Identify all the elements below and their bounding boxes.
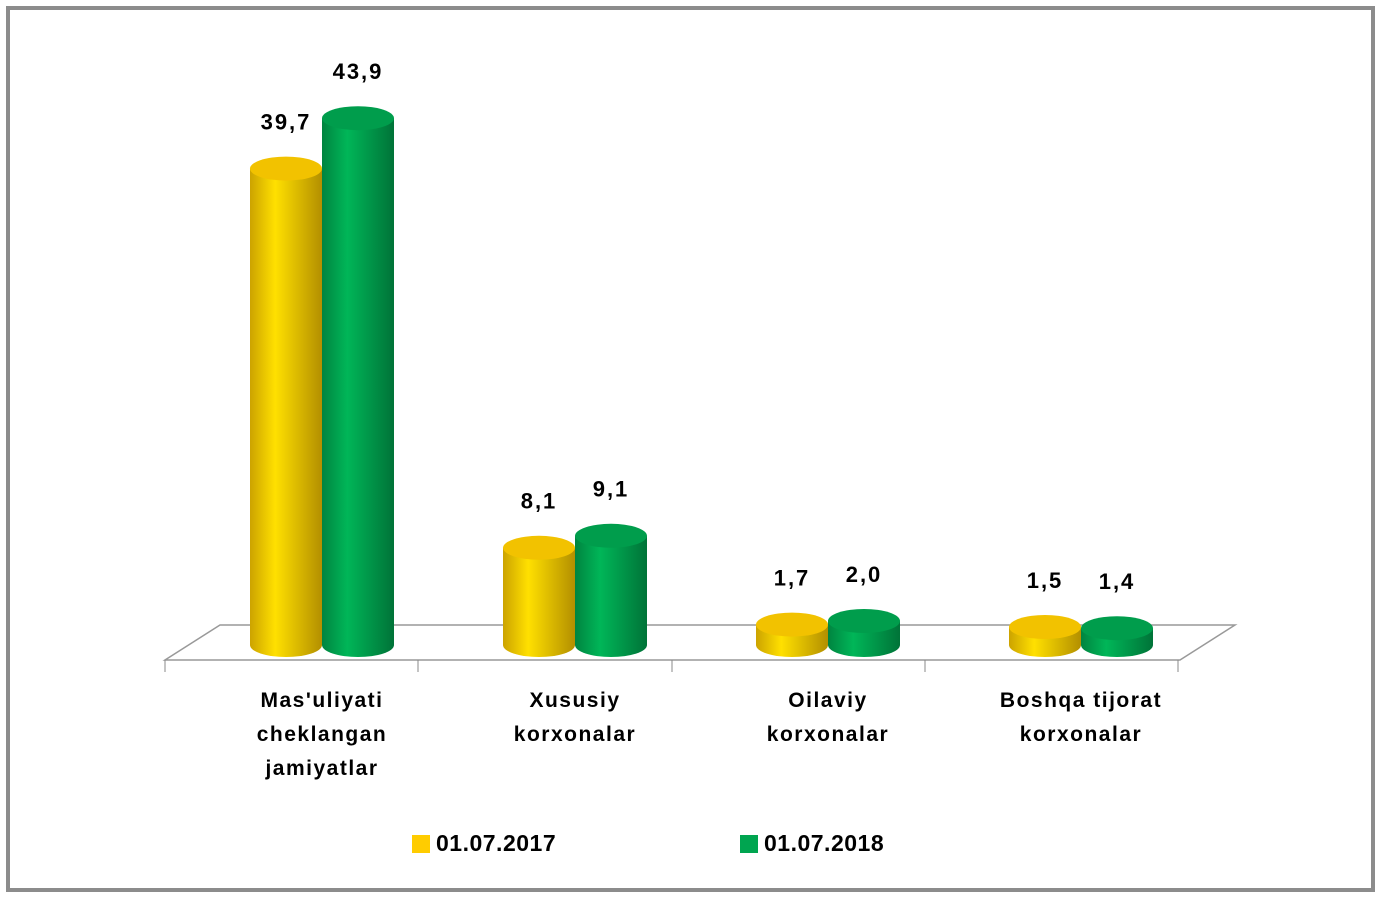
bar-body — [250, 168, 322, 657]
legend-swatch — [740, 835, 758, 853]
bar-top — [503, 535, 575, 560]
x-tick-label: Oilaviy korxonalar — [766, 689, 890, 746]
bar — [503, 535, 575, 657]
bar — [322, 106, 394, 657]
bar-top — [250, 156, 322, 181]
legend-label: 01.07.2018 — [764, 830, 884, 856]
bar — [250, 156, 322, 657]
bar-body — [575, 535, 647, 657]
value-label: 2,0 — [846, 562, 883, 587]
value-label: 39,7 — [261, 109, 312, 134]
value-label: 43,9 — [333, 59, 384, 84]
bar-top — [1081, 616, 1153, 641]
value-label: 1,4 — [1099, 569, 1136, 594]
bar-top — [828, 609, 900, 633]
bar — [828, 609, 900, 657]
bar-top — [322, 106, 394, 131]
bar-top — [1009, 615, 1081, 639]
floor — [162, 624, 1238, 661]
x-tick-label: Boshqa tijorat korxonalar — [999, 689, 1163, 746]
bar-body — [503, 547, 575, 657]
bar — [1081, 616, 1153, 657]
bar — [1009, 615, 1081, 657]
legend-label: 01.07.2017 — [436, 830, 556, 856]
value-label: 8,1 — [521, 489, 558, 514]
x-tick-label: Mas'uliyati cheklangan jamiyatlar — [256, 689, 388, 780]
legend-swatch — [412, 835, 430, 853]
bar — [575, 523, 647, 657]
frame — [6, 6, 1375, 892]
bar — [756, 612, 828, 657]
bar-body — [322, 118, 394, 657]
bar-top — [756, 612, 828, 637]
value-label: 1,5 — [1027, 568, 1064, 593]
bar-top — [575, 523, 647, 548]
value-label: 9,1 — [593, 477, 630, 502]
value-label: 1,7 — [774, 565, 811, 590]
x-tick-label: Xususiy korxonalar — [513, 689, 637, 746]
